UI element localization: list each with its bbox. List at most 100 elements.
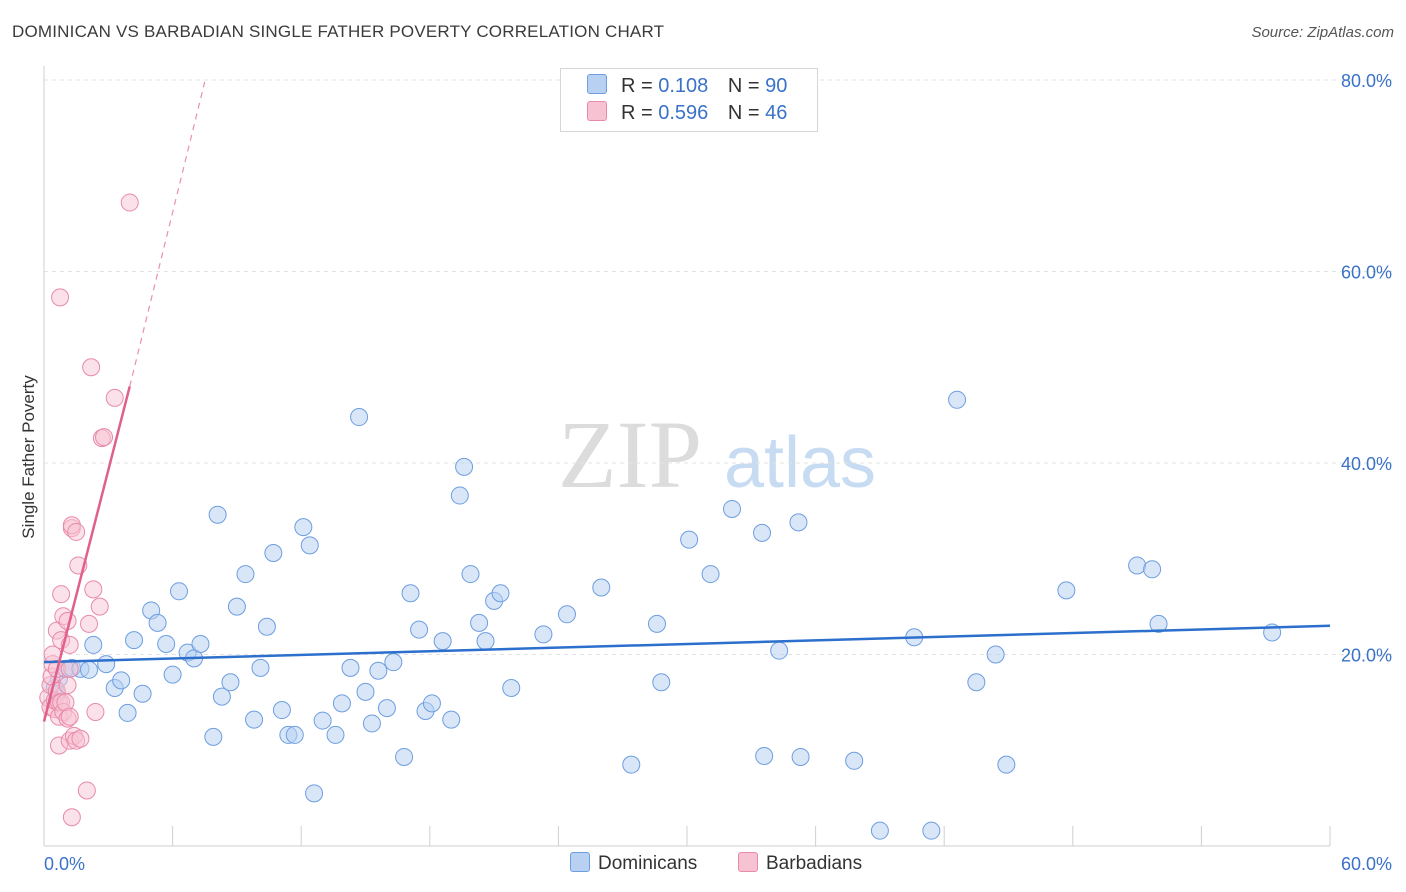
dominicans-point <box>221 673 240 692</box>
dominicans-point <box>491 584 510 603</box>
barbadians-trend-extension <box>129 81 206 387</box>
barbadians-point <box>60 659 79 678</box>
dominicans-point <box>534 625 553 644</box>
legend-r-label: R = <box>621 102 653 124</box>
x-tick-label: 0.0% <box>44 854 85 874</box>
barbadians-point <box>105 388 124 407</box>
dominicans-point <box>502 679 521 698</box>
barbadians-point <box>82 358 101 377</box>
dominicans-point <box>1143 560 1162 579</box>
dominicans-point <box>986 645 1005 664</box>
dominicans-point <box>770 641 789 660</box>
dominicans-point <box>1149 614 1168 633</box>
source-credit: Source: ZipAtlas.com <box>1251 24 1394 41</box>
dominicans-point <box>791 747 810 766</box>
dominicans-trend-line <box>43 624 1331 664</box>
dominicans-point <box>401 584 420 603</box>
barbadians-point <box>60 707 79 726</box>
dominicans-point <box>97 655 116 674</box>
dominicans-point <box>326 725 345 744</box>
barbadians-swatch <box>587 101 607 121</box>
chart-title: DOMINICAN VS BARBADIAN SINGLE FATHER POV… <box>12 22 665 41</box>
barbadians-point <box>120 193 139 212</box>
barbadians-point <box>80 614 99 633</box>
dominicans-point <box>470 613 489 632</box>
x-tick-label: 60.0% <box>1341 854 1392 874</box>
dominicans-point <box>212 687 231 706</box>
dominicans-point <box>112 671 131 690</box>
dominicans-point <box>245 710 264 729</box>
barbadians-points <box>39 193 139 827</box>
dominicans-points <box>45 390 1282 840</box>
dominicans-point <box>789 513 808 532</box>
dominicans-point <box>680 530 699 549</box>
dominicans-n-value: 90 <box>765 75 788 97</box>
bottom-legend-barbadians: Barbadians <box>738 852 862 875</box>
dominicans-r-value: 0.108 <box>658 75 709 97</box>
trend-lines <box>42 81 1331 722</box>
legend: R = 0.108 N = 90 R = 0.596 N = 46 <box>560 68 818 132</box>
dominicans-point <box>461 565 480 584</box>
watermark-zip: ZIP <box>558 401 702 508</box>
dominicans-point <box>170 582 189 601</box>
dominicans-point <box>264 544 283 563</box>
dominicans-point <box>723 499 742 518</box>
x-tick-labels: 0.0% 60.0% <box>44 854 1392 874</box>
dominicans-point <box>313 711 332 730</box>
dominicans-point <box>272 701 291 720</box>
dominicans-point <box>476 632 495 651</box>
y-tick-label: 20.0% <box>1341 646 1392 666</box>
dominicans-point <box>285 725 304 744</box>
dominicans-point <box>84 635 103 654</box>
dominicans-point <box>395 747 414 766</box>
y-tick-label: 60.0% <box>1341 263 1392 283</box>
dominicans-point <box>557 605 576 624</box>
barbadians-point <box>71 729 90 748</box>
dominicans-swatch <box>587 74 607 94</box>
dominicans-point <box>369 661 388 680</box>
dominicans-point <box>455 457 474 476</box>
dominicans-point <box>422 694 441 713</box>
barbadians-point <box>84 580 103 599</box>
dominicans-point <box>1128 556 1147 575</box>
y-tick-label: 80.0% <box>1341 71 1392 91</box>
dominicans-point <box>377 699 396 718</box>
barbadians-swatch <box>738 852 758 872</box>
barbadians-r-value: 0.596 <box>658 102 709 124</box>
bottom-legend-dominicans: Dominicans <box>570 852 697 875</box>
legend-n-label: N = <box>727 75 760 97</box>
dominicans-swatch <box>570 852 590 872</box>
dominicans-point <box>125 631 144 650</box>
watermark: ZIP atlas <box>558 401 876 508</box>
dominicans-point <box>332 694 351 713</box>
dominicans-point <box>753 523 772 542</box>
barbadians-point <box>67 522 86 541</box>
barbadians-point <box>77 781 96 800</box>
legend-row-dominicans: R = 0.108 N = 90 <box>587 74 787 98</box>
barbadians-point <box>52 585 71 604</box>
dominicans-point <box>341 658 360 677</box>
dominicans-point <box>967 673 986 692</box>
dominicans-point <box>755 746 774 765</box>
barbadians-n-value: 46 <box>765 102 788 124</box>
dominicans-point <box>80 660 99 679</box>
barbadians-trend-line <box>42 386 131 722</box>
dominicans-point <box>433 632 452 651</box>
dominicans-point <box>251 658 270 677</box>
dominicans-point <box>410 620 429 639</box>
dominicans-point <box>356 682 375 701</box>
dominicans-point <box>870 821 889 840</box>
dominicans-point <box>148 613 167 632</box>
dominicans-point <box>450 486 469 505</box>
axes <box>43 66 1331 847</box>
barbadians-point <box>86 702 105 721</box>
dominicans-point <box>652 673 671 692</box>
legend-n-label: N = <box>727 102 760 124</box>
dominicans-point <box>157 634 176 653</box>
dominicans-point <box>257 617 276 636</box>
barbadians-point <box>90 597 109 616</box>
dominicans-point <box>204 727 223 746</box>
dominicans-point <box>384 653 403 672</box>
dominicans-point <box>294 518 313 537</box>
